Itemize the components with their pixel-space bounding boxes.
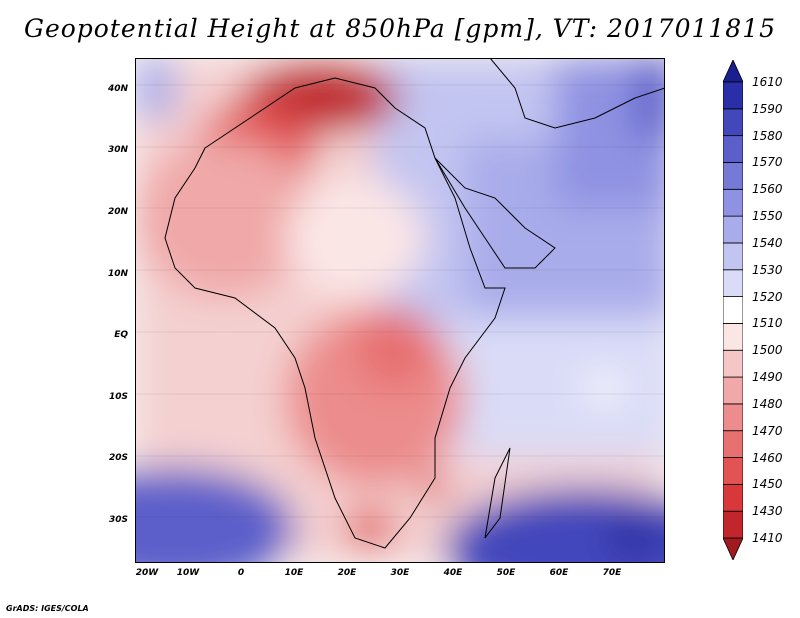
map-title: Geopotential Height at 850hPa [gpm], VT:…	[23, 14, 777, 43]
credit-text: GrADS: IGES/COLA	[6, 604, 89, 613]
colorbar-level-label: 1480	[752, 396, 783, 411]
lon-tick-label: 20E	[337, 568, 357, 578]
colorbar-segment	[723, 188, 743, 217]
colorbar-level-label: 1590	[752, 101, 783, 116]
colorbar-segment	[723, 457, 743, 485]
colorbar-segment	[723, 162, 743, 190]
colorbar-level-label: 1550	[752, 209, 783, 224]
colorbar-segment	[723, 349, 743, 378]
colorbar-level-label: 1500	[752, 343, 783, 358]
colorbar-segment	[723, 483, 743, 512]
colorbar-level-label: 1610	[752, 75, 783, 89]
colorbar-segment	[723, 108, 743, 137]
colorbar-segment	[723, 510, 743, 539]
lon-tick-label: 10W	[176, 568, 200, 578]
colorbar-level-label: 1570	[752, 155, 783, 170]
colorbar-segment	[723, 215, 743, 244]
colorbar-level-label: 1540	[752, 235, 783, 250]
lat-tick-label: 10N	[107, 268, 128, 279]
colorbar-level-label: 1430	[752, 504, 783, 519]
colorbar-level-label: 1490	[752, 370, 783, 385]
lon-tick-label: 60E	[549, 568, 569, 578]
lat-tick-label: 30N	[107, 145, 128, 156]
coastlines	[164, 58, 665, 549]
map-plot-area	[135, 58, 665, 563]
colorbar-segment	[723, 269, 743, 297]
lon-tick-label: 70E	[602, 568, 622, 578]
lat-tick-label: 20S	[108, 453, 128, 464]
colorbar-level-label: 1470	[752, 423, 783, 438]
colorbar-level-label: 1530	[752, 262, 783, 277]
colorbar-top-arrow	[723, 60, 743, 83]
lat-tick-label: 20N	[107, 206, 128, 217]
colorbar-level-label: 1520	[752, 289, 783, 304]
colorbar-segment	[723, 323, 743, 351]
lon-tick-label: 50E	[496, 568, 516, 578]
colorbar-level-label: 1560	[752, 182, 783, 197]
colorbar-segment	[723, 242, 743, 271]
lon-tick-label: 30E	[390, 568, 410, 578]
colorbar-segment	[723, 135, 743, 163]
colorbar-segment	[723, 403, 743, 432]
colorbar-level-label: 1580	[752, 128, 783, 143]
colorbar-segment	[723, 81, 743, 110]
colorbar-segment	[723, 430, 743, 458]
colorbar	[723, 60, 743, 560]
lon-tick-label: 0	[237, 568, 245, 578]
lat-tick-label: 10S	[108, 391, 128, 402]
lon-tick-label: 20W	[135, 568, 159, 578]
colorbar-level-label: 1450	[752, 477, 783, 492]
colorbar-segment	[723, 376, 743, 405]
colorbar-level-label: 1510	[752, 316, 783, 331]
lat-tick-label: 40N	[107, 83, 128, 94]
lat-tick-label: EQ	[114, 330, 128, 341]
lon-tick-label: 10E	[284, 568, 304, 578]
colorbar-level-label: 1460	[752, 450, 783, 465]
grid	[135, 84, 665, 518]
colorbar-level-label: 1410	[752, 531, 783, 545]
lat-tick-label: 30S	[108, 514, 128, 525]
lon-tick-label: 40E	[443, 568, 463, 578]
height-field	[135, 58, 665, 563]
colorbar-segment	[723, 296, 743, 324]
colorbar-bottom-arrow	[723, 537, 743, 560]
